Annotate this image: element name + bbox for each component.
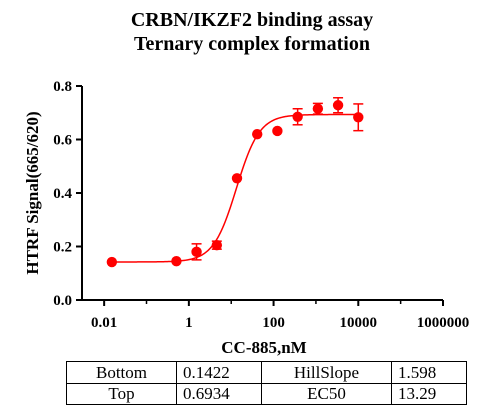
x-tick-label: 1 <box>185 315 193 331</box>
param-name-cell: EC50 <box>261 382 392 405</box>
x-axis-label: CC-885,nM <box>221 338 306 357</box>
x-tick-label: 100 <box>262 315 285 331</box>
chart-title-line-2: Ternary complex formation <box>134 33 370 55</box>
param-name-cell: HillSlope <box>261 361 392 384</box>
data-point <box>272 125 283 137</box>
data-point <box>106 256 118 268</box>
y-tick-label: 0.6 <box>53 133 72 149</box>
data-point <box>171 256 182 267</box>
chart-title-line-1: CRBN/IKZF2 binding assay <box>131 9 373 31</box>
fit-parameters-table: Bottom 0.1422 HillSlope 1.598 Top 0.6934… <box>66 361 467 405</box>
y-axis-label: HTRF Signal(665/620) <box>23 111 42 274</box>
data-point <box>191 246 202 258</box>
param-value-cell: 13.29 <box>391 382 467 405</box>
fit-curve <box>111 113 359 263</box>
data-point <box>332 100 344 111</box>
param-value-cell: 0.1422 <box>176 361 262 384</box>
y-tick-label: 0.2 <box>53 240 72 256</box>
data-point <box>312 103 324 114</box>
data-point <box>231 173 243 184</box>
x-tick-label: 10000 <box>340 315 378 331</box>
param-value-cell: 1.598 <box>391 361 467 384</box>
y-tick-label: 0.4 <box>53 186 72 202</box>
y-tick-label: 0.0 <box>53 293 72 309</box>
chart: CRBN/IKZF2 binding assay Ternary complex… <box>23 9 470 357</box>
x-tick-label: 0.01 <box>91 315 117 331</box>
table-row: Bottom 0.1422 HillSlope 1.598 <box>66 361 467 384</box>
data-point <box>252 128 263 140</box>
data-point <box>292 111 303 122</box>
param-name-cell: Top <box>66 382 177 405</box>
param-name-cell: Bottom <box>66 361 177 384</box>
data-point <box>211 239 223 251</box>
data-point <box>353 112 364 123</box>
x-tick-label: 1000000 <box>417 315 470 331</box>
table-row: Top 0.6934 EC50 13.29 <box>66 382 467 405</box>
param-value-cell: 0.6934 <box>176 382 262 405</box>
y-tick-label: 0.8 <box>53 79 72 95</box>
